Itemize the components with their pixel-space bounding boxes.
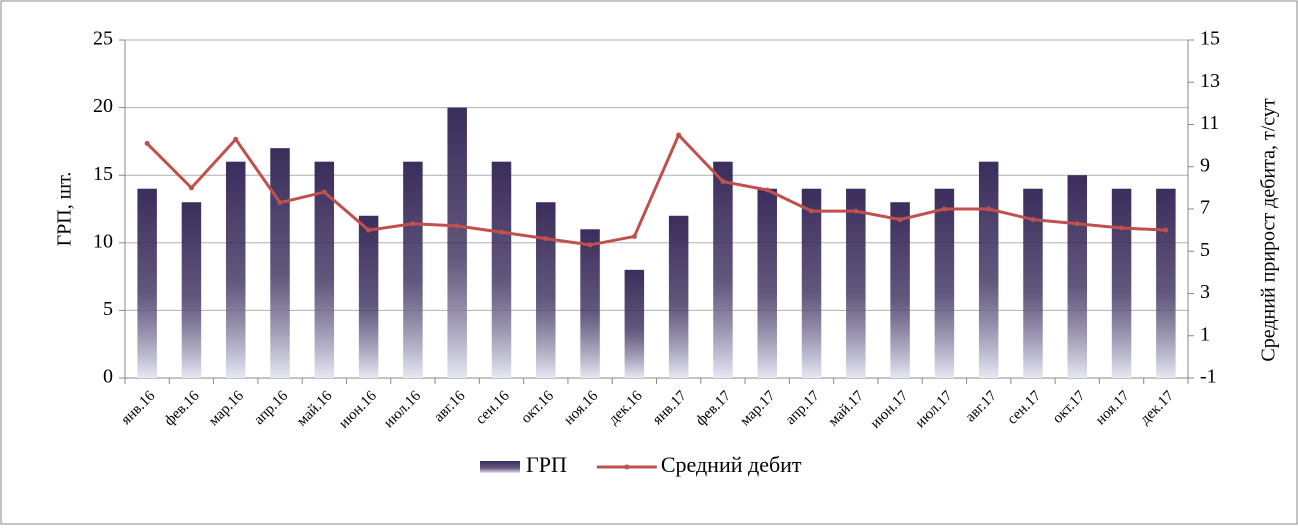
bar [447,107,467,378]
line-marker [1119,225,1125,231]
line-marker [366,227,372,233]
y2-tick-label: 7 [1200,197,1210,219]
line [146,132,1166,247]
line-marker [587,242,593,248]
bar [314,161,335,378]
y-tick-label: 0 [103,366,113,388]
line-marker [1074,221,1080,227]
line-marker [188,185,194,191]
y-tick-label: 10 [93,230,113,252]
line-marker [676,132,682,138]
line-marker [321,189,327,195]
bar [137,188,157,378]
y2-tick-label: 1 [1200,323,1210,345]
bar [181,202,202,378]
bar [1111,188,1132,378]
bar [358,215,379,378]
line-marker [1030,217,1036,223]
y2-tick-label: 15 [1200,28,1220,50]
line-marker [1163,227,1169,233]
line-marker [543,236,549,242]
y-axis-label: ГРП, шт. [54,172,76,247]
bar [1156,188,1176,378]
bar [403,161,423,378]
line-marker [986,206,992,212]
line-marker [809,208,815,214]
bar [713,161,733,378]
line-marker [410,221,416,227]
bar [491,161,512,378]
y2-axis-label: Средний прирост дебита, т/сут [1258,98,1280,361]
line-marker [277,200,283,206]
bar [1067,175,1088,378]
bar [624,269,645,378]
line-marker [498,229,504,235]
y-tick-label: 25 [93,28,113,50]
legend-swatch [480,461,520,473]
legend-marker [624,464,630,470]
line-marker [631,233,637,239]
bar [978,161,999,378]
legend-label: Средний дебит [661,452,802,477]
y2-tick-label: 3 [1200,281,1210,303]
y2-tick-label: 5 [1200,239,1210,261]
line-marker [764,187,770,193]
bar [934,188,955,378]
bar [580,229,600,378]
line-marker [720,179,726,185]
y2-tick-label: 11 [1200,112,1219,134]
bar [757,188,777,378]
y2-tick-label: 9 [1200,154,1210,176]
line-marker [454,223,460,229]
bar [1023,188,1043,378]
bar [536,202,556,378]
y2-tick-label: 13 [1200,70,1220,92]
y-tick-label: 20 [93,95,113,117]
line-marker [853,208,859,214]
bar [846,188,866,378]
bar [668,215,689,378]
bar [270,148,290,378]
bar [890,202,910,378]
y-tick-label: 5 [103,298,113,320]
y-tick-label: 15 [93,163,113,185]
line-marker [233,136,239,142]
bar [801,188,822,378]
line-marker [144,141,150,147]
line-marker [941,206,947,212]
bar [225,161,246,378]
line-marker [897,217,903,223]
legend-label: ГРП [526,452,567,477]
y2-tick-label: -1 [1200,366,1217,388]
